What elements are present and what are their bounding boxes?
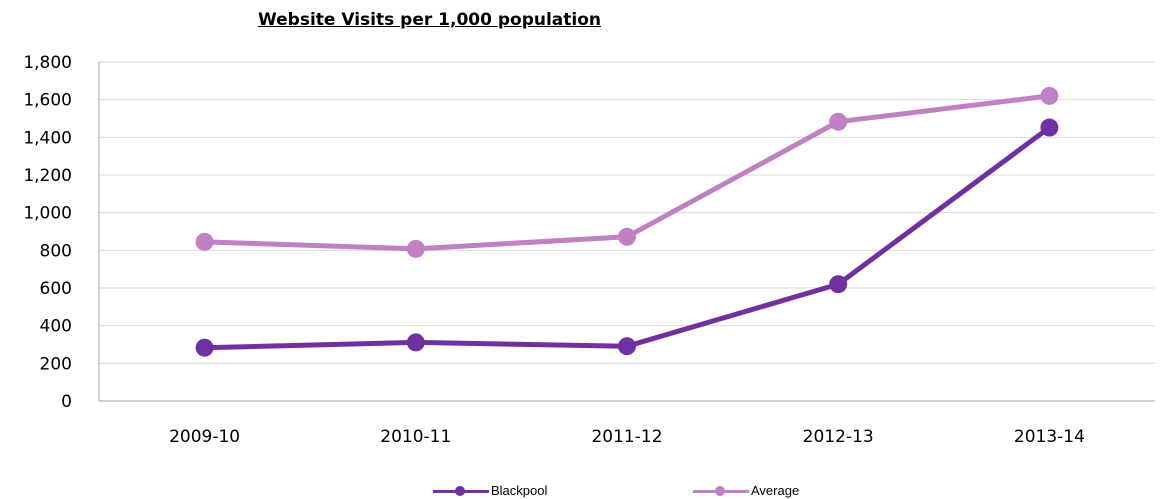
y-tick-label: 1,400 — [23, 128, 72, 148]
data-point — [618, 227, 636, 246]
y-tick-label: 1,600 — [23, 91, 72, 111]
y-axis-ticks: 0 200 400 600 800 1,000 1,200 1,400 1,600 1,800 — [23, 53, 72, 412]
data-point — [829, 112, 848, 131]
x-tick-label: 2010-11 — [380, 427, 451, 447]
legend-item-average: Average — [693, 482, 799, 499]
legend-label-average: Average — [751, 483, 800, 498]
x-tick-label: 2013-14 — [1014, 427, 1085, 447]
legend-item-blackpool: Blackpool — [433, 482, 547, 499]
y-tick-label: 1,000 — [23, 204, 72, 224]
y-tick-label: 600 — [40, 279, 72, 299]
axes — [98, 62, 1155, 402]
legend-swatch-blackpool — [433, 485, 489, 497]
y-tick-label: 400 — [40, 317, 72, 337]
y-tick-label: 0 — [61, 392, 72, 412]
gridlines — [99, 61, 1155, 364]
y-tick-label: 1,200 — [23, 166, 72, 186]
data-point — [406, 333, 425, 352]
data-point — [406, 239, 425, 258]
data-point — [195, 232, 214, 251]
series-average — [195, 86, 1059, 258]
series-blackpool — [195, 118, 1059, 357]
series-lines — [195, 86, 1059, 357]
x-tick-label: 2009-10 — [169, 427, 240, 447]
series-line — [204, 93, 1050, 252]
data-point — [195, 338, 214, 357]
legend-swatch-average — [693, 485, 749, 497]
legend-label-blackpool: Blackpool — [491, 483, 548, 498]
y-tick-label: 1,800 — [23, 53, 72, 73]
chart-title: Website Visits per 1,000 population — [258, 10, 602, 30]
legend-marker — [455, 485, 465, 496]
legend-marker — [715, 485, 725, 496]
data-point — [618, 337, 636, 356]
data-point — [1040, 86, 1059, 105]
data-point — [1040, 118, 1059, 137]
x-tick-label: 2012-13 — [803, 427, 874, 447]
y-tick-label: 200 — [40, 354, 72, 374]
data-point — [829, 275, 848, 294]
x-axis-ticks: 2009-10 2010-11 2011-12 2012-13 2013-14 — [169, 427, 1085, 447]
y-tick-label: 800 — [40, 241, 72, 261]
x-tick-label: 2011-12 — [591, 427, 662, 447]
line-chart: 0 200 400 600 800 1,000 1,200 1,400 1,600 1,800 2… — [23, 53, 1155, 447]
